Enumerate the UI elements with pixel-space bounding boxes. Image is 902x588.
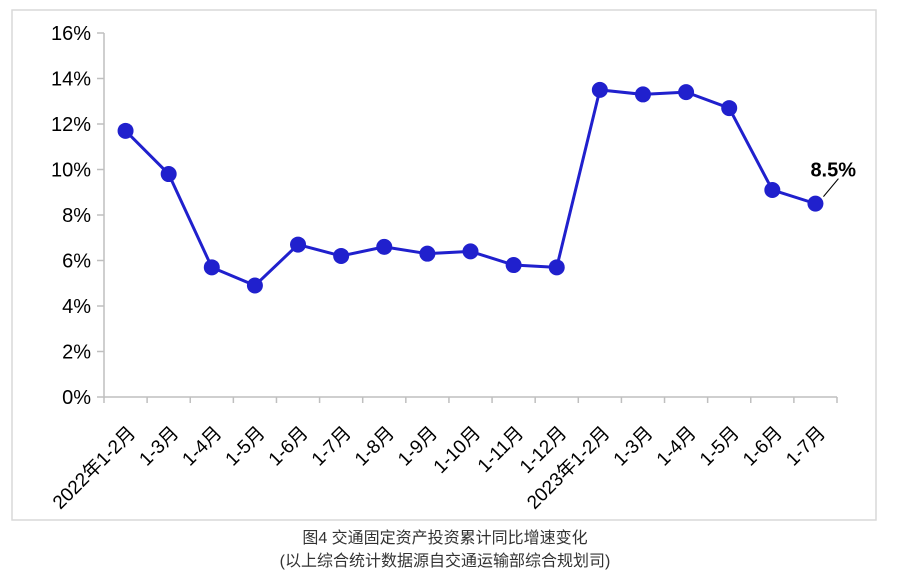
data-point [591, 81, 608, 98]
x-axis-label: 1-6月 [265, 423, 313, 471]
data-point [117, 122, 134, 139]
line-chart: 0%2%4%6%8%10%12%14%16%2022年1-2月1-3月1-4月1… [11, 9, 877, 521]
data-point [505, 257, 522, 274]
x-axis-label: 1-3月 [610, 423, 658, 471]
data-point [290, 236, 307, 253]
data-point [678, 84, 695, 101]
x-axis-label: 2022年1-2月 [48, 422, 140, 514]
x-axis-label: 1-4月 [653, 423, 701, 471]
caption-block: 图4 交通固定资产投资累计同比增速变化 (以上综合统计数据源自交通运输部综合规划… [0, 527, 890, 573]
y-axis-label: 2% [62, 342, 91, 364]
x-axis-label: 1-7月 [308, 423, 356, 471]
annotation-label: 8.5% [810, 160, 856, 182]
x-axis-label: 1-11月 [474, 423, 528, 477]
y-axis-label: 0% [62, 387, 91, 409]
y-axis-label: 12% [51, 114, 91, 136]
data-point [548, 259, 565, 276]
y-axis-label: 10% [51, 160, 91, 182]
data-point [160, 166, 177, 183]
y-axis-label: 4% [62, 296, 91, 318]
x-axis-label: 1-8月 [351, 423, 399, 471]
annotation-leader-line [823, 178, 839, 197]
chart-caption-subtitle: (以上综合统计数据源自交通运输部综合规划司) [279, 553, 611, 570]
y-axis-label: 6% [62, 251, 91, 273]
x-axis-label: 1-3月 [136, 423, 184, 471]
data-point [333, 247, 350, 264]
y-axis-label: 8% [62, 205, 91, 227]
y-axis-label: 16% [51, 23, 91, 45]
data-point [376, 238, 393, 255]
data-point [764, 181, 781, 198]
x-axis-label: 1-6月 [739, 423, 787, 471]
data-point [462, 243, 479, 260]
data-point [419, 245, 436, 262]
data-point [721, 100, 738, 117]
figure-border [11, 9, 877, 521]
data-point [203, 259, 220, 276]
x-axis-label: 1-5月 [696, 423, 744, 471]
data-point [246, 277, 263, 294]
x-axis-label: 1-5月 [222, 423, 270, 471]
x-axis-label: 1-4月 [179, 423, 227, 471]
x-axis-label: 1-10月 [430, 423, 485, 478]
chart-caption-title: 图4 交通固定资产投资累计同比增速变化 [302, 530, 588, 547]
data-point [807, 195, 824, 212]
x-axis-label: 1-7月 [782, 423, 830, 471]
y-axis-label: 14% [51, 69, 91, 91]
data-point [634, 86, 651, 103]
